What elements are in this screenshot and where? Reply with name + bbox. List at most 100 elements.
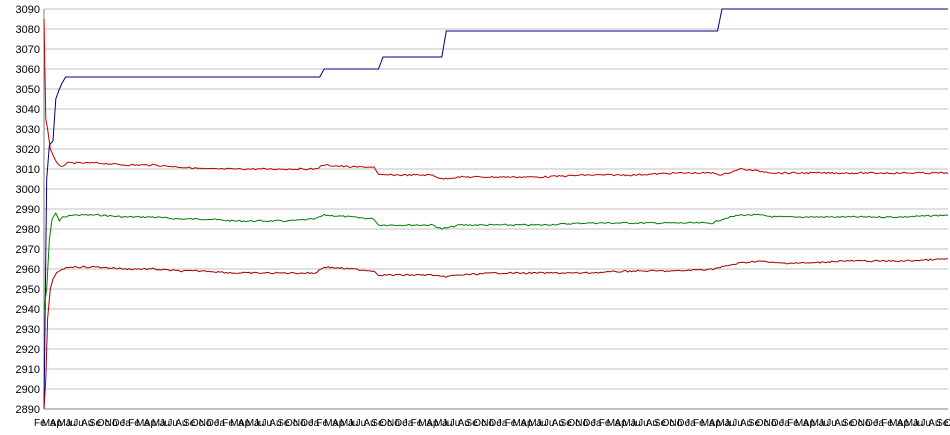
x-tick-label: No <box>858 418 871 429</box>
series-line-1 <box>43 8 948 410</box>
x-tick-label: Se <box>183 418 196 429</box>
x-tick-label: No <box>575 418 588 429</box>
x-tick-label: Ma <box>434 418 448 429</box>
x-tick-label: De <box>866 418 879 429</box>
x-tick-label: Fe <box>222 418 234 429</box>
x-tick-label: Ma <box>795 418 809 429</box>
y-tick-label: 3010 <box>16 164 40 176</box>
x-tick-label: Ju <box>73 418 84 429</box>
x-tick-label: Ju <box>536 418 547 429</box>
x-tick-label: Ja <box>873 418 884 429</box>
x-tick-label: Au <box>269 418 281 429</box>
y-tick-label: 3060 <box>16 64 40 76</box>
x-tick-label: De <box>112 418 125 429</box>
x-tick-label: Au <box>552 418 564 429</box>
x-tick-label: Ju <box>262 418 273 429</box>
x-tick-label: Ap <box>709 418 722 429</box>
x-tick-label: Se <box>654 418 667 429</box>
x-tick-label: Au <box>834 418 846 429</box>
y-tick-label: 2900 <box>16 384 40 396</box>
x-tick-label: Ju <box>826 418 837 429</box>
y-tick-label: 2920 <box>16 344 40 356</box>
x-tick-label: Ma <box>230 418 244 429</box>
x-tick-label: Ma <box>58 418 72 429</box>
x-tick-label: Ja <box>403 418 414 429</box>
x-tick-label: Se <box>371 418 384 429</box>
x-tick-label: Ju <box>724 418 735 429</box>
x-tick-label: Ju <box>544 418 555 429</box>
x-tick-label: Ap <box>332 418 345 429</box>
x-tick-label: Ma <box>152 418 166 429</box>
y-tick-label: 3090 <box>16 4 40 16</box>
x-tick-label: Fe <box>787 418 799 429</box>
y-axis-tick-labels: 2890 2900 2910 2920 2930 2940 2950 2960 2970 2980… <box>16 4 40 416</box>
x-tick-label: Ma <box>528 418 542 429</box>
x-tick-label: Fe <box>316 418 328 429</box>
x-tick-label: Oc <box>662 418 675 429</box>
x-tick-label: Ja <box>591 418 602 429</box>
x-tick-label: Se <box>277 418 290 429</box>
x-tick-label: Oc <box>567 418 580 429</box>
y-tick-label: 3070 <box>16 44 40 56</box>
x-tick-label: No <box>293 418 306 429</box>
x-tick-label: Ma <box>905 418 919 429</box>
x-tick-label: Au <box>458 418 470 429</box>
x-tick-label: Se <box>89 418 102 429</box>
x-tick-label: De <box>583 418 596 429</box>
x-tick-label: Ma <box>513 418 527 429</box>
x-tick-label: Ma <box>324 418 338 429</box>
x-tick-label: Ju <box>442 418 453 429</box>
y-tick-label: 2950 <box>16 284 40 296</box>
x-tick-label: Ju <box>638 418 649 429</box>
x-tick-label: Au <box>646 418 658 429</box>
x-tick-label: No <box>669 418 682 429</box>
y-tick-label: 3080 <box>16 24 40 36</box>
y-tick-label: 3020 <box>16 144 40 156</box>
x-tick-label: Ja <box>309 418 320 429</box>
grid-lines <box>43 8 948 410</box>
x-tick-label: Ap <box>144 418 157 429</box>
x-tick-label: Ja <box>685 418 696 429</box>
x-tick-label: Ma <box>889 418 903 429</box>
y-tick-label: 3000 <box>16 184 40 196</box>
x-tick-label: De <box>489 418 502 429</box>
x-tick-label: Ju <box>356 418 367 429</box>
x-tick-label: Au <box>81 418 93 429</box>
x-tick-label: Fe <box>411 418 423 429</box>
x-tick-label: Se <box>560 418 573 429</box>
x-tick-label: Fe <box>505 418 517 429</box>
x-tick-label: Ju <box>732 418 743 429</box>
y-tick-label: 2930 <box>16 324 40 336</box>
x-tick-label: Ma <box>811 418 825 429</box>
x-tick-label: Oc <box>285 418 298 429</box>
x-tick-label: Fe <box>599 418 611 429</box>
x-tick-label: Ju <box>450 418 461 429</box>
x-tick-label: De <box>771 418 784 429</box>
x-tick-label: Ap <box>520 418 533 429</box>
x-tick-label: Ap <box>897 418 910 429</box>
x-tick-label: Ju <box>921 418 932 429</box>
x-tick-label: Oc <box>379 418 392 429</box>
x-tick-label: Ma <box>42 418 56 429</box>
x-tick-label: Ju <box>348 418 359 429</box>
series-line-2 <box>43 211 949 310</box>
x-tick-label: Oc <box>97 418 110 429</box>
x-tick-label: Se <box>466 418 479 429</box>
x-tick-label: Ja <box>497 418 508 429</box>
x-tick-label: Au <box>364 418 376 429</box>
x-tick-label: Ju <box>630 418 641 429</box>
x-tick-label: Ma <box>418 418 432 429</box>
y-tick-label: 2970 <box>16 244 40 256</box>
x-axis-tick-labels: FeMaApMaJuJuAuSeOcNoDeJaFeMaApMaJuJuAuSe… <box>34 418 950 429</box>
x-tick-label: Ju <box>65 418 76 429</box>
x-tick-label: Fe <box>881 418 893 429</box>
x-tick-label: Au <box>740 418 752 429</box>
x-tick-label: Ju <box>160 418 171 429</box>
x-tick-label: Fe <box>693 418 705 429</box>
x-tick-label: Ju <box>819 418 830 429</box>
y-tick-label: 2960 <box>16 264 40 276</box>
x-tick-label: Ap <box>238 418 251 429</box>
x-tick-label: Fe <box>34 418 46 429</box>
x-tick-label: Se <box>936 418 949 429</box>
x-tick-label: Ma <box>136 418 150 429</box>
